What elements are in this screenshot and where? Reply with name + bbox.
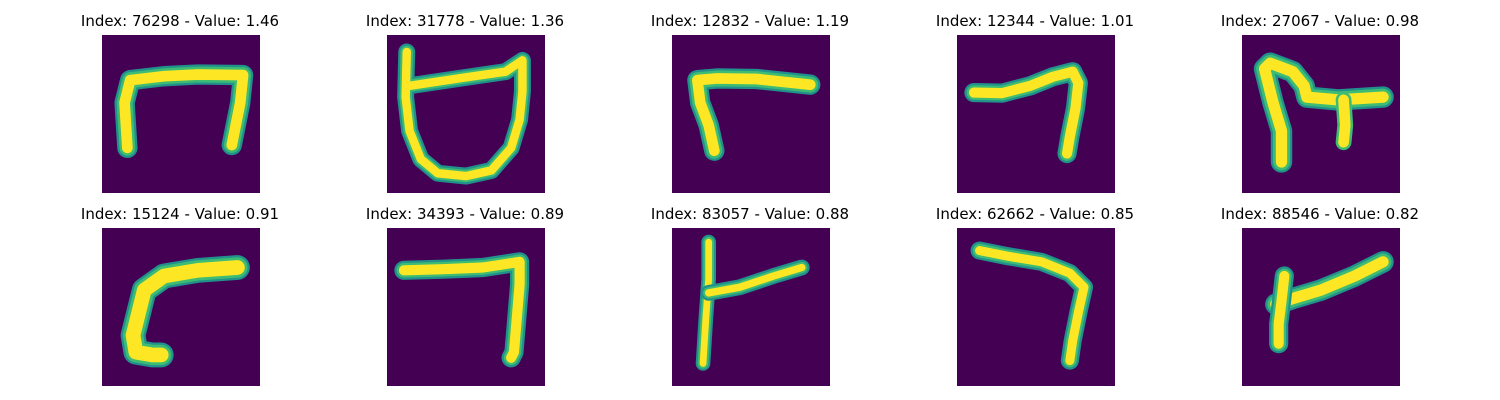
- digit-image: [102, 228, 260, 386]
- panel-title: Index: 27067 - Value: 0.98: [1220, 12, 1420, 30]
- digit-image: [957, 228, 1115, 386]
- panel-title: Index: 15124 - Value: 0.91: [80, 205, 280, 223]
- panel-title: Index: 88546 - Value: 0.82: [1220, 205, 1420, 223]
- digit-image: [957, 35, 1115, 193]
- digit-image: [672, 228, 830, 386]
- panel-title: Index: 12344 - Value: 1.01: [935, 12, 1135, 30]
- digit-image: [102, 35, 260, 193]
- panel-title: Index: 31778 - Value: 1.36: [365, 12, 565, 30]
- digit-image: [672, 35, 830, 193]
- panel-title: Index: 83057 - Value: 0.88: [650, 205, 850, 223]
- panel-title: Index: 12832 - Value: 1.19: [650, 12, 850, 30]
- digit-image: [1242, 35, 1400, 193]
- panel-title: Index: 34393 - Value: 0.89: [365, 205, 565, 223]
- panel-title: Index: 62662 - Value: 0.85: [935, 205, 1135, 223]
- digit-image: [1242, 228, 1400, 386]
- digit-image: [387, 35, 545, 193]
- panel-title: Index: 76298 - Value: 1.46: [80, 12, 280, 30]
- digit-image: [387, 228, 545, 386]
